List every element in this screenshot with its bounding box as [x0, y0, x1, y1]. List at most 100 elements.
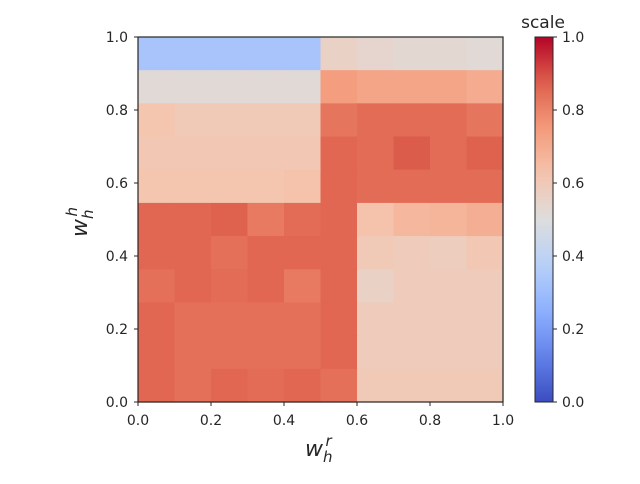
heatmap-cell [284, 70, 322, 104]
heatmap-cell [357, 269, 395, 304]
heatmap-cell [284, 136, 322, 171]
heatmap-cell [320, 236, 358, 270]
heatmap-cell [247, 169, 285, 204]
heatmap-cell [284, 269, 322, 304]
heatmap-cells [138, 37, 504, 403]
heatmap-cell [430, 269, 468, 304]
heatmap-cell [320, 202, 358, 237]
heatmap-cell [357, 70, 395, 104]
heatmap-cell [466, 37, 504, 71]
heatmap-cell [320, 302, 358, 337]
heatmap-cell [357, 169, 395, 204]
heatmap-cell [174, 236, 212, 270]
heatmap-cell [138, 269, 176, 304]
heatmap-cell [211, 236, 249, 270]
heatmap-cell [393, 302, 431, 337]
heatmap-cell [357, 37, 395, 71]
heatmap-cell [247, 202, 285, 237]
x-tick-label: 1.0 [492, 413, 514, 429]
heatmap-cell [320, 169, 358, 204]
heatmap-cell [430, 202, 468, 237]
heatmap-cell [430, 236, 468, 270]
heatmap-cell [466, 302, 504, 337]
heatmap-cell [430, 368, 468, 403]
heatmap-cell [284, 368, 322, 403]
heatmap-cell [138, 368, 176, 403]
heatmap-cell [357, 136, 395, 171]
heatmap-cell [174, 368, 212, 403]
colorbar-tick-label: 0.2 [562, 322, 584, 338]
heatmap-cell [466, 70, 504, 104]
heatmap-cell [357, 202, 395, 237]
y-tick-label: 1.0 [106, 30, 128, 46]
heatmap-cell [247, 136, 285, 171]
heatmap-cell [138, 70, 176, 104]
heatmap-cell [174, 37, 212, 71]
heatmap-cell [138, 103, 176, 138]
heatmap-cell [466, 236, 504, 270]
heatmap-cell [211, 70, 249, 104]
heatmap-cell [211, 269, 249, 304]
heatmap-cell [247, 37, 285, 71]
colorbar-tick-label: 0.8 [562, 103, 584, 119]
heatmap-cell [284, 202, 322, 237]
heatmap-cell [138, 335, 176, 370]
heatmap-cell [466, 368, 504, 403]
heatmap-cell [320, 136, 358, 171]
heatmap-cell [320, 335, 358, 370]
heatmap-cell [320, 70, 358, 104]
heatmap-cell [357, 236, 395, 270]
heatmap-cell [430, 70, 468, 104]
heatmap-cell [320, 269, 358, 304]
heatmap-cell [466, 202, 504, 237]
heatmap-cell [211, 202, 249, 237]
heatmap-cell [430, 335, 468, 370]
colorbar-tick-label: 0.4 [562, 249, 584, 265]
heatmap-cell [393, 169, 431, 204]
heatmap-cell [393, 269, 431, 304]
heatmap-cell [284, 236, 322, 270]
heatmap-cell [247, 70, 285, 104]
heatmap-cell [357, 302, 395, 337]
heatmap-cell [430, 169, 468, 204]
heatmap-cell [466, 335, 504, 370]
heatmap-cell [320, 37, 358, 71]
heatmap-cell [138, 302, 176, 337]
heatmap-cell [320, 103, 358, 138]
heatmap-cell [357, 368, 395, 403]
plot-frame [137, 36, 504, 403]
x-tick-label: 0.2 [200, 413, 222, 429]
y-axis-label: whh [63, 207, 97, 237]
heatmap-cell [211, 368, 249, 403]
x-tick-label: 0.0 [127, 413, 149, 429]
heatmap-cell [138, 169, 176, 204]
heatmap-cell [211, 37, 249, 71]
heatmap-cell [393, 70, 431, 104]
heatmap-cell [174, 335, 212, 370]
heatmap-cell [320, 368, 358, 403]
heatmap-cell [393, 136, 431, 171]
colorbar [534, 36, 554, 403]
heatmap-cell [393, 236, 431, 270]
heatmap-cell [284, 335, 322, 370]
colorbar-tick-label: 0.0 [562, 395, 584, 411]
heatmap-cell [357, 335, 395, 370]
heatmap-cell [174, 269, 212, 304]
colorbar-tick-label: 1.0 [562, 30, 584, 46]
heatmap-cell [466, 136, 504, 171]
heatmap-cell [466, 103, 504, 138]
heatmap-cell [174, 70, 212, 104]
heatmap-cell [174, 136, 212, 171]
y-tick-label: 0.4 [106, 249, 128, 265]
heatmap-cell [138, 202, 176, 237]
heatmap-cell [211, 335, 249, 370]
heatmap-cell [247, 236, 285, 270]
x-tick-label: 0.6 [346, 413, 368, 429]
heatmap-cell [247, 335, 285, 370]
heatmap-cell [211, 169, 249, 204]
heatmap-cell [393, 368, 431, 403]
heatmap-cell [284, 169, 322, 204]
x-tick-label: 0.8 [419, 413, 441, 429]
heatmap-cell [430, 136, 468, 171]
heatmap-cell [247, 103, 285, 138]
